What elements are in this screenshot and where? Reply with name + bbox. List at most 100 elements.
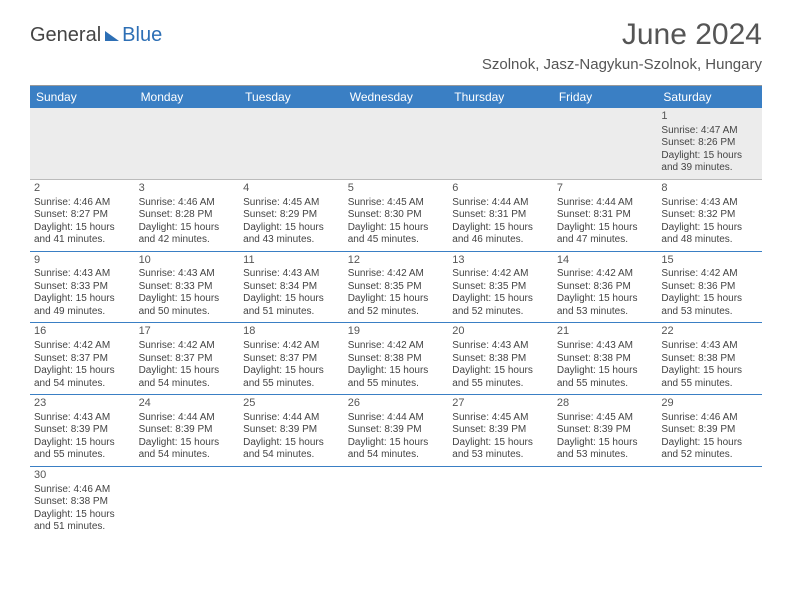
day-line-d2: and 51 minutes. bbox=[34, 521, 131, 534]
day-line-sr: Sunrise: 4:42 AM bbox=[34, 340, 131, 353]
day-cell: 11Sunrise: 4:43 AMSunset: 8:34 PMDayligh… bbox=[239, 252, 344, 323]
day-line-ss: Sunset: 8:36 PM bbox=[661, 281, 758, 294]
day-number: 17 bbox=[139, 325, 236, 339]
day-line-sr: Sunrise: 4:43 AM bbox=[34, 412, 131, 425]
day-cell-empty bbox=[239, 467, 344, 538]
day-line-sr: Sunrise: 4:42 AM bbox=[139, 340, 236, 353]
day-cell: 28Sunrise: 4:45 AMSunset: 8:39 PMDayligh… bbox=[553, 395, 658, 466]
day-line-d2: and 45 minutes. bbox=[348, 234, 445, 247]
day-cell-empty bbox=[448, 108, 553, 179]
day-cell-empty bbox=[239, 108, 344, 179]
day-line-d1: Daylight: 15 hours bbox=[243, 293, 340, 306]
day-line-sr: Sunrise: 4:43 AM bbox=[243, 268, 340, 281]
day-cell: 25Sunrise: 4:44 AMSunset: 8:39 PMDayligh… bbox=[239, 395, 344, 466]
day-number: 4 bbox=[243, 182, 340, 196]
day-line-d1: Daylight: 15 hours bbox=[34, 437, 131, 450]
day-number: 20 bbox=[452, 325, 549, 339]
day-line-d2: and 47 minutes. bbox=[557, 234, 654, 247]
day-number: 15 bbox=[661, 254, 758, 268]
day-cell: 19Sunrise: 4:42 AMSunset: 8:38 PMDayligh… bbox=[344, 323, 449, 394]
day-cell: 30Sunrise: 4:46 AMSunset: 8:38 PMDayligh… bbox=[30, 467, 135, 538]
day-number: 25 bbox=[243, 397, 340, 411]
day-cell: 13Sunrise: 4:42 AMSunset: 8:35 PMDayligh… bbox=[448, 252, 553, 323]
day-line-d2: and 54 minutes. bbox=[348, 449, 445, 462]
logo: General Blue bbox=[30, 24, 162, 47]
day-line-sr: Sunrise: 4:43 AM bbox=[452, 340, 549, 353]
day-line-d1: Daylight: 15 hours bbox=[452, 365, 549, 378]
day-line-d1: Daylight: 15 hours bbox=[243, 222, 340, 235]
day-number: 19 bbox=[348, 325, 445, 339]
day-cell: 26Sunrise: 4:44 AMSunset: 8:39 PMDayligh… bbox=[344, 395, 449, 466]
day-cell: 15Sunrise: 4:42 AMSunset: 8:36 PMDayligh… bbox=[657, 252, 762, 323]
day-line-sr: Sunrise: 4:46 AM bbox=[139, 197, 236, 210]
day-number: 8 bbox=[661, 182, 758, 196]
day-number: 7 bbox=[557, 182, 654, 196]
day-number: 13 bbox=[452, 254, 549, 268]
day-line-sr: Sunrise: 4:44 AM bbox=[243, 412, 340, 425]
day-cell-empty bbox=[657, 467, 762, 538]
week-row: 16Sunrise: 4:42 AMSunset: 8:37 PMDayligh… bbox=[30, 323, 762, 395]
day-line-d2: and 52 minutes. bbox=[348, 306, 445, 319]
day-cell: 7Sunrise: 4:44 AMSunset: 8:31 PMDaylight… bbox=[553, 180, 658, 251]
day-number: 26 bbox=[348, 397, 445, 411]
day-line-d1: Daylight: 15 hours bbox=[243, 365, 340, 378]
weekday-wednesday: Wednesday bbox=[344, 86, 449, 108]
day-line-d2: and 55 minutes. bbox=[661, 378, 758, 391]
day-line-ss: Sunset: 8:35 PM bbox=[452, 281, 549, 294]
title-block: June 2024 Szolnok, Jasz-Nagykun-Szolnok,… bbox=[482, 18, 762, 73]
day-cell: 29Sunrise: 4:46 AMSunset: 8:39 PMDayligh… bbox=[657, 395, 762, 466]
day-line-ss: Sunset: 8:33 PM bbox=[139, 281, 236, 294]
day-number: 29 bbox=[661, 397, 758, 411]
day-line-d2: and 55 minutes. bbox=[452, 378, 549, 391]
day-line-d2: and 48 minutes. bbox=[661, 234, 758, 247]
day-cell: 22Sunrise: 4:43 AMSunset: 8:38 PMDayligh… bbox=[657, 323, 762, 394]
day-cell: 27Sunrise: 4:45 AMSunset: 8:39 PMDayligh… bbox=[448, 395, 553, 466]
week-row: 23Sunrise: 4:43 AMSunset: 8:39 PMDayligh… bbox=[30, 395, 762, 467]
day-line-d1: Daylight: 15 hours bbox=[557, 222, 654, 235]
day-line-d1: Daylight: 15 hours bbox=[661, 437, 758, 450]
day-cell: 21Sunrise: 4:43 AMSunset: 8:38 PMDayligh… bbox=[553, 323, 658, 394]
day-line-sr: Sunrise: 4:43 AM bbox=[34, 268, 131, 281]
day-number: 1 bbox=[661, 110, 758, 124]
day-line-sr: Sunrise: 4:46 AM bbox=[661, 412, 758, 425]
day-line-ss: Sunset: 8:39 PM bbox=[139, 424, 236, 437]
day-line-d2: and 54 minutes. bbox=[243, 449, 340, 462]
day-cell: 2Sunrise: 4:46 AMSunset: 8:27 PMDaylight… bbox=[30, 180, 135, 251]
weekday-monday: Monday bbox=[135, 86, 240, 108]
day-number: 22 bbox=[661, 325, 758, 339]
day-line-d2: and 55 minutes. bbox=[34, 449, 131, 462]
day-number: 5 bbox=[348, 182, 445, 196]
day-cell-empty bbox=[135, 467, 240, 538]
day-line-d1: Daylight: 15 hours bbox=[661, 150, 758, 163]
day-line-d1: Daylight: 15 hours bbox=[661, 293, 758, 306]
day-line-d2: and 49 minutes. bbox=[34, 306, 131, 319]
day-cell: 18Sunrise: 4:42 AMSunset: 8:37 PMDayligh… bbox=[239, 323, 344, 394]
day-line-ss: Sunset: 8:39 PM bbox=[34, 424, 131, 437]
day-line-d1: Daylight: 15 hours bbox=[661, 365, 758, 378]
day-line-ss: Sunset: 8:39 PM bbox=[243, 424, 340, 437]
day-number: 24 bbox=[139, 397, 236, 411]
day-line-d2: and 53 minutes. bbox=[661, 306, 758, 319]
day-line-ss: Sunset: 8:29 PM bbox=[243, 209, 340, 222]
day-line-ss: Sunset: 8:35 PM bbox=[348, 281, 445, 294]
day-line-d1: Daylight: 15 hours bbox=[139, 222, 236, 235]
day-line-d2: and 54 minutes. bbox=[139, 449, 236, 462]
day-cell-empty bbox=[553, 467, 658, 538]
week-row: 1Sunrise: 4:47 AMSunset: 8:26 PMDaylight… bbox=[30, 108, 762, 180]
day-number: 10 bbox=[139, 254, 236, 268]
day-line-sr: Sunrise: 4:42 AM bbox=[557, 268, 654, 281]
day-line-sr: Sunrise: 4:45 AM bbox=[348, 197, 445, 210]
day-number: 2 bbox=[34, 182, 131, 196]
day-line-ss: Sunset: 8:38 PM bbox=[348, 353, 445, 366]
day-line-d2: and 53 minutes. bbox=[557, 306, 654, 319]
day-number: 6 bbox=[452, 182, 549, 196]
day-number: 14 bbox=[557, 254, 654, 268]
day-line-sr: Sunrise: 4:46 AM bbox=[34, 484, 131, 497]
day-line-d2: and 46 minutes. bbox=[452, 234, 549, 247]
logo-text-1: General bbox=[30, 24, 101, 47]
day-line-d2: and 41 minutes. bbox=[34, 234, 131, 247]
day-cell: 20Sunrise: 4:43 AMSunset: 8:38 PMDayligh… bbox=[448, 323, 553, 394]
day-cell: 16Sunrise: 4:42 AMSunset: 8:37 PMDayligh… bbox=[30, 323, 135, 394]
day-line-sr: Sunrise: 4:42 AM bbox=[348, 268, 445, 281]
day-cell: 1Sunrise: 4:47 AMSunset: 8:26 PMDaylight… bbox=[657, 108, 762, 179]
